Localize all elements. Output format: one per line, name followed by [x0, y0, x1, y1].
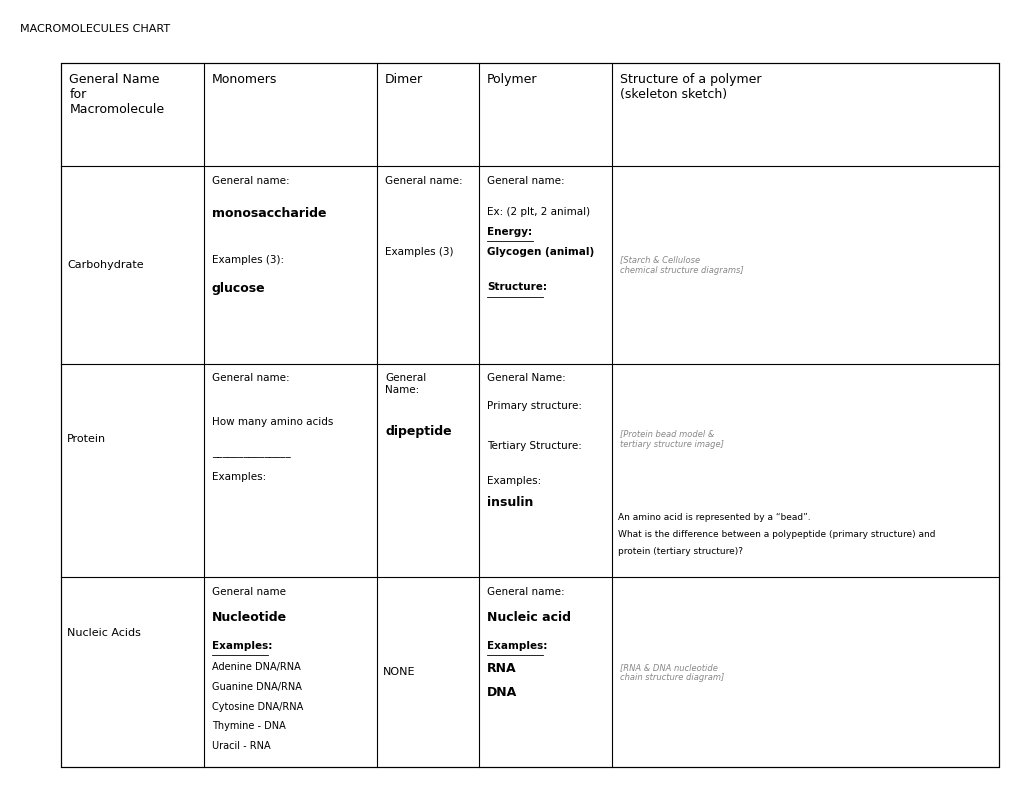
Text: [Protein bead model &
tertiary structure image]: [Protein bead model & tertiary structure… [620, 430, 724, 448]
Text: Examples:: Examples: [212, 472, 266, 483]
Text: Energy:: Energy: [487, 227, 532, 237]
Text: Polymer: Polymer [487, 73, 538, 85]
Text: General name:: General name: [487, 176, 565, 186]
Text: NONE: NONE [383, 668, 416, 677]
Text: Thymine - DNA: Thymine - DNA [212, 721, 286, 732]
Text: General name:: General name: [212, 373, 290, 384]
Text: Protein: Protein [68, 434, 106, 444]
Text: Structure:: Structure: [487, 282, 547, 293]
Text: RNA: RNA [487, 662, 517, 675]
Text: monosaccharide: monosaccharide [212, 207, 327, 220]
Text: Nucleic Acids: Nucleic Acids [68, 628, 141, 638]
Text: Examples (3):: Examples (3): [212, 255, 284, 265]
Text: General name:: General name: [487, 587, 565, 597]
Text: Structure of a polymer
(skeleton sketch): Structure of a polymer (skeleton sketch) [620, 73, 761, 100]
Text: Carbohydrate: Carbohydrate [68, 260, 144, 270]
Text: Examples (3): Examples (3) [385, 247, 454, 257]
Text: General
Name:: General Name: [385, 373, 427, 395]
Text: Primary structure:: Primary structure: [487, 401, 583, 411]
Text: Dimer: Dimer [385, 73, 423, 85]
Text: insulin: insulin [487, 496, 534, 509]
Text: _______________: _______________ [212, 448, 291, 459]
Text: dipeptide: dipeptide [385, 425, 452, 437]
Text: [Starch & Cellulose
chemical structure diagrams]: [Starch & Cellulose chemical structure d… [620, 255, 743, 274]
Bar [61, 63, 998, 767]
Text: An amino acid is represented by a “bead”.: An amino acid is represented by a “bead”… [617, 513, 810, 522]
Text: glucose: glucose [212, 282, 265, 295]
Text: Monomers: Monomers [212, 73, 278, 85]
Text: MACROMOLECULES CHART: MACROMOLECULES CHART [20, 24, 171, 34]
Text: What is the difference between a polypeptide (primary structure) and: What is the difference between a polypep… [617, 531, 935, 539]
Text: General name:: General name: [212, 176, 290, 186]
Text: Nucleic acid: Nucleic acid [487, 611, 571, 623]
Text: Ex: (2 plt, 2 animal): Ex: (2 plt, 2 animal) [487, 207, 590, 218]
Text: Guanine DNA/RNA: Guanine DNA/RNA [212, 682, 302, 692]
Text: Examples:: Examples: [212, 641, 272, 651]
Text: protein (tertiary structure)?: protein (tertiary structure)? [617, 547, 742, 556]
Text: Glycogen (animal): Glycogen (animal) [487, 247, 594, 257]
Text: Tertiary Structure:: Tertiary Structure: [487, 441, 582, 451]
Text: General name: General name [212, 587, 286, 597]
Text: Examples:: Examples: [487, 641, 548, 651]
Text: General name:: General name: [385, 176, 463, 186]
Text: Cytosine DNA/RNA: Cytosine DNA/RNA [212, 702, 303, 712]
Text: Uracil - RNA: Uracil - RNA [212, 741, 270, 751]
Text: DNA: DNA [487, 686, 517, 698]
Text: General Name:: General Name: [487, 373, 566, 384]
Text: General Name
for
Macromolecule: General Name for Macromolecule [70, 73, 165, 115]
Text: How many amino acids: How many amino acids [212, 417, 334, 427]
Text: Nucleotide: Nucleotide [212, 611, 287, 623]
Text: Examples:: Examples: [487, 476, 542, 486]
Text: [RNA & DNA nucleotide
chain structure diagram]: [RNA & DNA nucleotide chain structure di… [620, 663, 724, 682]
Text: Adenine DNA/RNA: Adenine DNA/RNA [212, 662, 301, 672]
